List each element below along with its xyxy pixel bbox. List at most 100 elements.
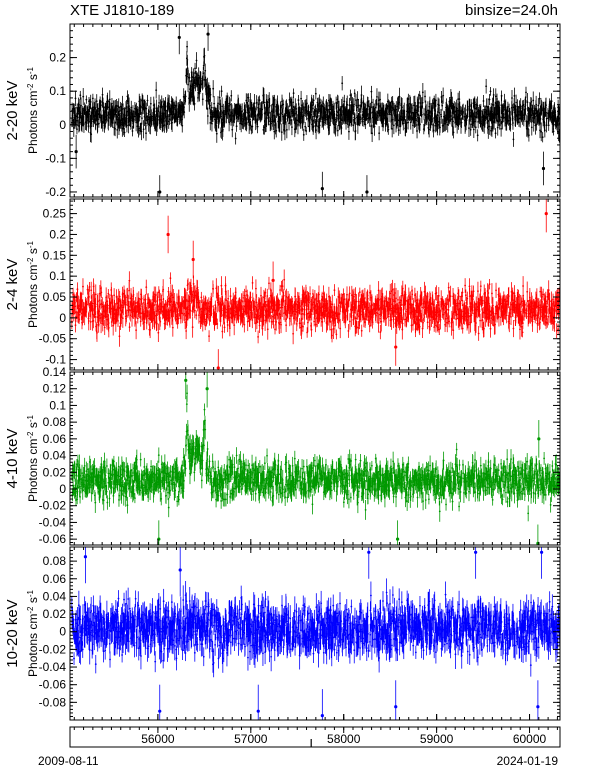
data-point (172, 296, 175, 299)
outlier-point (206, 32, 210, 36)
data-point (451, 102, 454, 105)
data-point (489, 90, 492, 93)
data-point (255, 120, 257, 123)
data-point (94, 293, 97, 296)
data-point (169, 304, 172, 307)
data-point (434, 99, 437, 102)
data-point (212, 87, 215, 90)
data-point (348, 130, 350, 133)
data-point (483, 108, 486, 111)
data-point (312, 292, 314, 295)
data-point (98, 292, 101, 295)
data-point (94, 107, 97, 110)
data-point (452, 131, 455, 134)
data-point (254, 305, 257, 308)
data-point (125, 105, 128, 108)
data-point (552, 130, 555, 133)
data-point (220, 115, 223, 118)
data-point (416, 130, 418, 132)
data-point (439, 126, 441, 129)
data-point (135, 121, 138, 124)
data-point (251, 281, 254, 284)
data-point (176, 301, 178, 304)
data-point (300, 97, 303, 100)
data-point (268, 282, 270, 285)
data-point (469, 115, 472, 118)
data-point (524, 99, 527, 102)
data-point (297, 99, 300, 101)
data-point (154, 314, 157, 317)
data-point (303, 114, 305, 117)
data-point (271, 304, 274, 307)
data-point (248, 318, 251, 321)
data-point (221, 105, 224, 108)
data-point (336, 129, 339, 132)
data-point (154, 294, 157, 296)
data-point (534, 124, 537, 127)
data-point (292, 92, 295, 95)
data-point (240, 122, 243, 125)
data-point (540, 130, 543, 133)
data-point (284, 118, 287, 120)
data-point (255, 321, 258, 323)
data-point (225, 299, 228, 302)
data-point (258, 99, 261, 101)
data-point (100, 322, 102, 325)
data-point (379, 98, 381, 101)
data-point (208, 335, 210, 337)
data-point (236, 116, 239, 118)
data-point (249, 296, 252, 299)
data-point (74, 97, 77, 100)
data-point (108, 116, 110, 119)
data-point (458, 98, 461, 100)
data-point (530, 114, 533, 117)
data-point (359, 108, 361, 110)
data-point (74, 115, 77, 118)
data-point (131, 310, 134, 313)
data-point (263, 112, 266, 115)
data-point (190, 284, 192, 287)
data-point (83, 123, 85, 125)
data-point (152, 304, 155, 307)
data-point (266, 109, 269, 112)
data-point (417, 101, 420, 104)
data-point (340, 127, 343, 129)
data-point (399, 118, 402, 121)
data-point (281, 285, 284, 288)
y-tick-label: -0.2 (45, 185, 66, 199)
data-point (110, 294, 113, 297)
data-point (243, 118, 245, 121)
data-point (378, 132, 381, 135)
data-point (134, 115, 137, 118)
data-point (225, 311, 227, 314)
data-point (270, 110, 273, 113)
data-point (76, 128, 78, 131)
data-point (128, 326, 131, 329)
data-point (116, 302, 119, 305)
data-point (113, 294, 116, 297)
data-point (291, 108, 294, 111)
data-point (209, 104, 211, 107)
y-axis-label: Photons cm-2 s-1 (26, 66, 41, 154)
data-point (285, 324, 288, 327)
data-point (218, 96, 221, 99)
data-point (79, 94, 82, 97)
data-point (156, 305, 159, 308)
data-point (255, 301, 258, 304)
data-point (119, 304, 122, 307)
data-point (89, 320, 92, 323)
data-point (98, 122, 100, 125)
data-point (187, 312, 190, 315)
data-point (423, 124, 426, 127)
data-point (216, 323, 219, 325)
data-point (198, 314, 200, 317)
data-point (184, 95, 187, 98)
data-point (545, 104, 547, 107)
y-tick-label: 0 (59, 118, 66, 132)
data-point (192, 95, 195, 98)
data-point (301, 104, 304, 107)
data-point (90, 133, 93, 136)
data-point (513, 95, 516, 97)
data-point (263, 94, 265, 96)
data-point (530, 126, 533, 129)
